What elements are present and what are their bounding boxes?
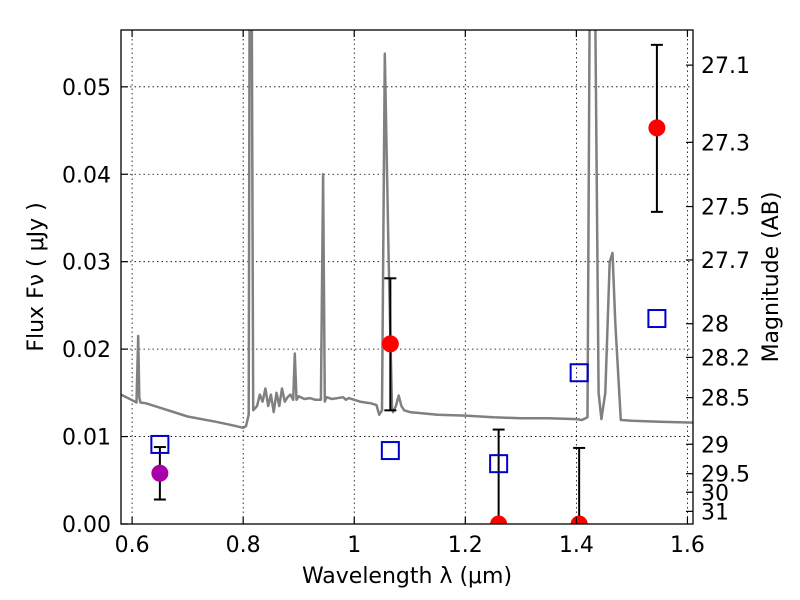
y-tick-label-4: 0.04 [62,163,111,188]
model-photometry-square-4 [647,309,667,329]
x-axis-title: Wavelength λ (μm) [302,564,512,589]
x-tick-label-3: 1.2 [448,533,483,558]
y-axis-title: Flux Fν ( μJy ) [24,202,49,351]
y2-tick-label-3: 27.7 [701,249,750,274]
model-photometry-square-1 [380,441,400,461]
y-tick-label-2: 0.02 [62,338,111,363]
y-tick-label-3: 0.03 [62,251,111,276]
model-spectrum-line [121,30,693,430]
y-tick-label-1: 0.01 [62,426,111,451]
x-tick-label-0: 0.6 [115,533,150,558]
observed-point-1 [381,335,399,353]
plot-area [121,30,693,524]
y2-tick-label-5: 28.2 [701,346,750,371]
y2-tick-label-8: 29.5 [701,463,750,488]
model-photometry-square-3 [569,363,589,383]
y2-tick-label-2: 27.5 [701,196,750,221]
y-tick-label-5: 0.05 [62,76,111,101]
x-tick-label-2: 1 [347,533,361,558]
observed-point-3 [570,515,588,524]
model-photometry-square-0 [150,434,170,454]
y2-tick-label-6: 28.5 [701,387,750,412]
y2-tick-label-0: 27.1 [701,54,750,79]
y2-axis-title: Magnitude (AB) [759,192,784,363]
y2-tick-label-4: 28 [701,313,729,338]
y2-tick-label-7: 29 [701,433,729,458]
x-tick-label-5: 1.6 [670,533,705,558]
model-photometry-square-2 [489,454,509,474]
x-tick-label-4: 1.4 [559,533,594,558]
y2-tick-label-9: 30 [701,481,729,506]
x-tick-label-1: 0.8 [226,533,261,558]
y2-tick-label-1: 27.3 [701,131,750,156]
axes: 0.6 0.8 1 1.2 1.4 1.6 0.00 0.01 0.02 0.03 0.04 0.05… [62,30,750,558]
grid [121,30,693,525]
observed-point-4 [648,119,666,137]
plot-frame [120,29,694,525]
y-tick-label-0: 0.00 [62,513,111,538]
observed-point-0 [151,464,169,482]
y2-tick-label-10: 31 [701,500,729,525]
observed-point-2 [490,515,508,524]
